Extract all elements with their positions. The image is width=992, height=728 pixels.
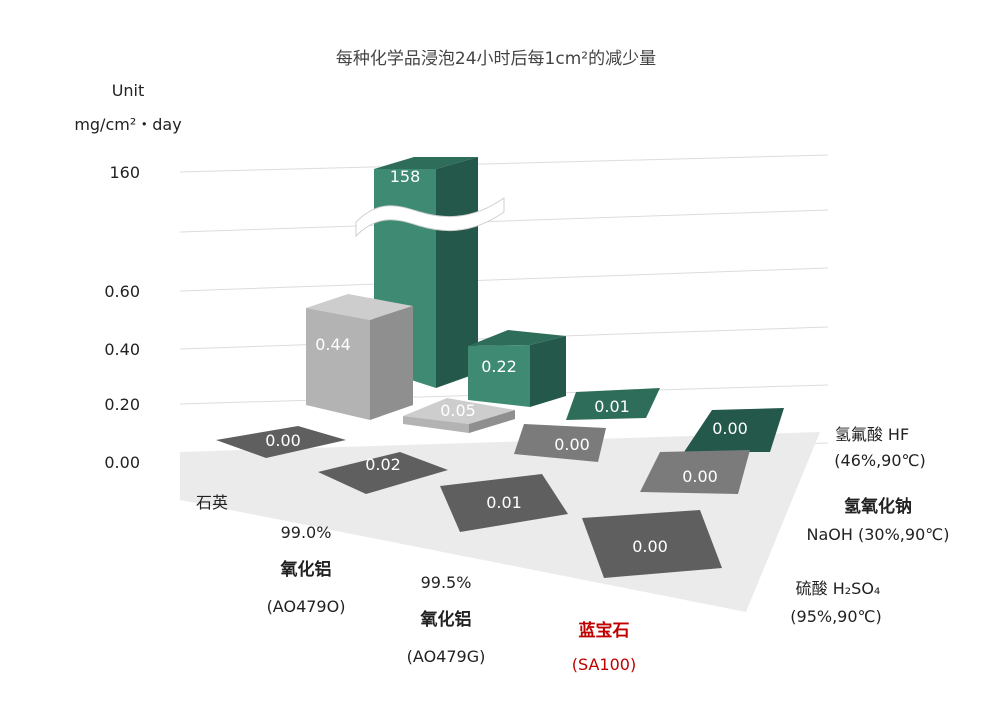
bar-8: [640, 450, 750, 494]
bar-value-label-8: 0.00: [682, 467, 718, 486]
bar-6: [514, 424, 606, 462]
gridline-1: [179, 209, 829, 233]
chemical-label-0-line-1: (46%,90℃): [834, 451, 925, 470]
bar-4: [403, 398, 515, 433]
chemical-label-1-line-1: NaOH (30%,90℃): [807, 525, 950, 544]
bar-7: [684, 408, 784, 452]
bar-4-side: [469, 410, 515, 433]
material-label-1-line-1: 氧化铝: [280, 559, 332, 580]
y-tick-label-2: 0.40: [104, 340, 140, 359]
y-tick-label-4: 0.00: [104, 453, 140, 472]
y-tick-label-1: 0.60: [104, 282, 140, 301]
bar-value-label-1: 158: [390, 167, 421, 186]
chemical-label-2-line-0: 硫酸 H₂SO₄: [796, 579, 881, 598]
chart-title: 每种化学品浸泡24小时后每1cm²的减少量: [336, 49, 656, 69]
bar-0-side: [370, 306, 413, 420]
bar-2-side: [530, 336, 566, 407]
bar-value-label-11: 0.00: [632, 537, 668, 556]
axis-break: [355, 197, 505, 238]
category-labels: 石英 99.0% 氧化铝 (AO479O) 99.5% 氧化铝 (AO479G) 蓝宝石 (SA…: [196, 425, 949, 674]
material-label-1-line-2: (AO479O): [267, 597, 346, 616]
bar-value-label-2: 0.22: [481, 357, 517, 376]
bar-value-label-9: 0.02: [365, 455, 401, 474]
y-tick-label-3: 0.20: [104, 395, 140, 414]
bar-10: [440, 474, 568, 532]
bar-value-label-4: 0.05: [440, 401, 476, 420]
material-label-3-line-0: 蓝宝石: [579, 620, 630, 641]
y-axis-ticks: 160 0.60 0.40 0.20 0.00: [104, 163, 140, 472]
bar-value-label-5: 0.00: [265, 431, 301, 450]
chemical-label-0-line-0: 氢氟酸 HF: [835, 425, 909, 444]
material-label-2-line-1: 氧化铝: [420, 609, 472, 630]
unit-label: Unit: [112, 81, 145, 100]
bar-value-label-6: 0.00: [554, 435, 590, 454]
bar-value-label-3: 0.01: [594, 397, 630, 416]
bar-2: [468, 330, 566, 407]
unit-label-2: mg/cm²・day: [74, 115, 181, 134]
bar-4-top: [403, 398, 515, 424]
bar-0-front: [306, 308, 370, 420]
material-label-2-line-0: 99.5%: [421, 573, 472, 592]
bars: 0.010.001580.440.220.050.000.000.000.020…: [216, 157, 784, 578]
material-label-3-line-1: (SA100): [572, 655, 636, 674]
bar-9: [318, 452, 448, 494]
bar-2-front: [468, 345, 530, 407]
bar-0: [306, 294, 413, 420]
y-tick-label-0: 160: [109, 163, 140, 182]
bar-value-label-7: 0.00: [712, 419, 748, 438]
bar-0-top: [306, 294, 413, 320]
bar-value-label-10: 0.01: [486, 493, 522, 512]
bar-3: [566, 388, 660, 420]
material-label-0: 石英: [196, 493, 228, 512]
bar-4-front: [403, 416, 469, 433]
material-label-1-line-0: 99.0%: [281, 523, 332, 542]
gridline-2: [179, 267, 829, 292]
gridline-0: [179, 154, 829, 173]
material-label-2-line-2: (AO479G): [407, 647, 486, 666]
bar-value-label-0: 0.44: [315, 335, 351, 354]
bar-1-top: [374, 157, 478, 169]
bar-11: [582, 510, 722, 578]
chemical-label-2-line-1: (95%,90℃): [790, 607, 881, 626]
bar-2-top: [468, 330, 566, 346]
chemical-label-1-line-0: 氢氧化钠: [844, 496, 912, 517]
bar-5: [216, 426, 346, 458]
